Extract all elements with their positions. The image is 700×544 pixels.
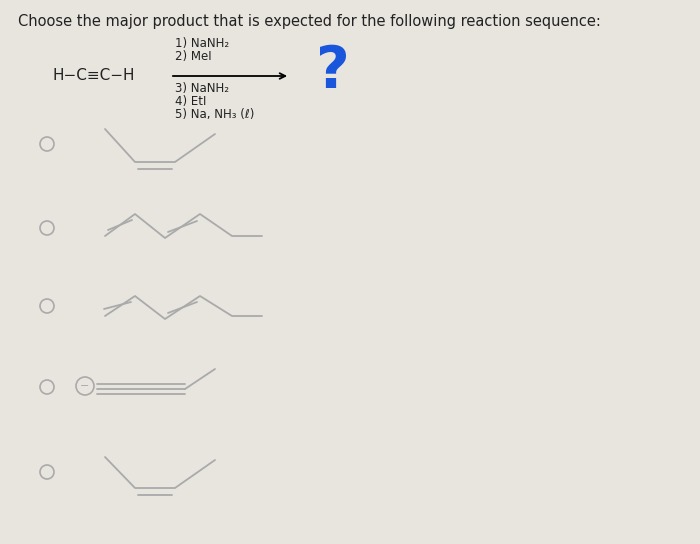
Text: 5) Na, NH₃ (ℓ): 5) Na, NH₃ (ℓ) [175, 108, 254, 121]
Text: 1) NaNH₂: 1) NaNH₂ [175, 37, 229, 50]
Text: Choose the major product that is expected for the following reaction sequence:: Choose the major product that is expecte… [18, 14, 601, 29]
Text: 3) NaNH₂: 3) NaNH₂ [175, 82, 229, 95]
Text: −: − [80, 381, 90, 391]
Text: H−C≡C−H: H−C≡C−H [52, 69, 134, 83]
Text: ?: ? [316, 44, 350, 101]
Text: 4) EtI: 4) EtI [175, 95, 206, 108]
Text: 2) MeI: 2) MeI [175, 50, 211, 63]
